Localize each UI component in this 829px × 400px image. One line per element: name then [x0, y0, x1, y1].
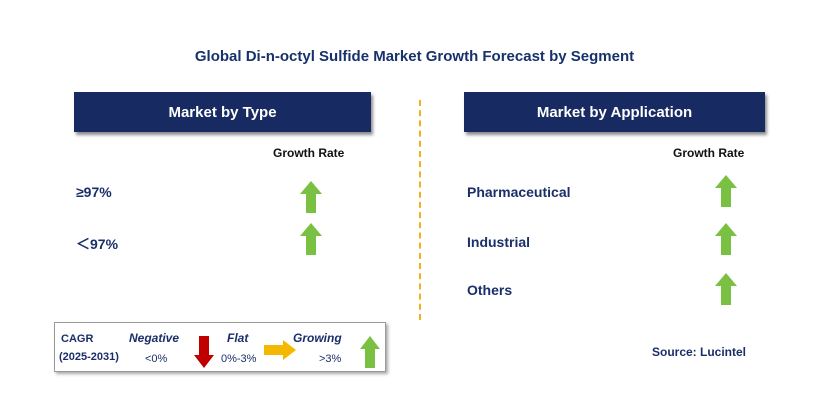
growing-arrow-icon: [300, 181, 322, 213]
application-growth-rate-label: Growth Rate: [673, 146, 745, 160]
type-row-label: ＜97%: [76, 236, 119, 252]
application-panel-header: Market by Application: [464, 92, 765, 132]
type-growth-rate-label: Growth Rate: [273, 146, 345, 160]
legend-growing-range: >3%: [319, 353, 342, 365]
chart-title: Global Di-n-octyl Sulfide Market Growth …: [194, 48, 635, 65]
legend-negative-range: <0%: [145, 353, 168, 365]
legend-flat-label: Flat: [227, 331, 249, 345]
growing-arrow-icon: [300, 223, 322, 255]
growing-arrow-icon: [715, 175, 737, 207]
application-row-label: Industrial: [467, 234, 531, 250]
negative-arrow-icon: [194, 336, 214, 368]
type-panel-header: Market by Type: [74, 92, 371, 132]
growing-arrow-icon: [360, 336, 380, 368]
application-row-label: Pharmaceutical: [467, 184, 571, 200]
growing-arrow-icon: [715, 223, 737, 255]
legend-growing-label: Growing: [293, 331, 342, 345]
source-note: Source: Lucintel: [652, 345, 747, 359]
application-row-label: Others: [467, 282, 513, 298]
legend-cagr-label: CAGR: [61, 333, 94, 345]
growing-arrow-icon: [715, 273, 737, 305]
legend-negative-label: Negative: [129, 331, 180, 345]
legend-period: (2025-2031): [59, 351, 119, 363]
panel-divider: [419, 100, 421, 320]
flat-arrow-icon: [264, 340, 296, 360]
legend-flat-range: 0%-3%: [221, 353, 257, 365]
cagr-legend: CAGR (2025-2031) Negative <0% Flat 0%-3%…: [54, 322, 386, 372]
type-row-label: ≥97%: [76, 184, 112, 200]
